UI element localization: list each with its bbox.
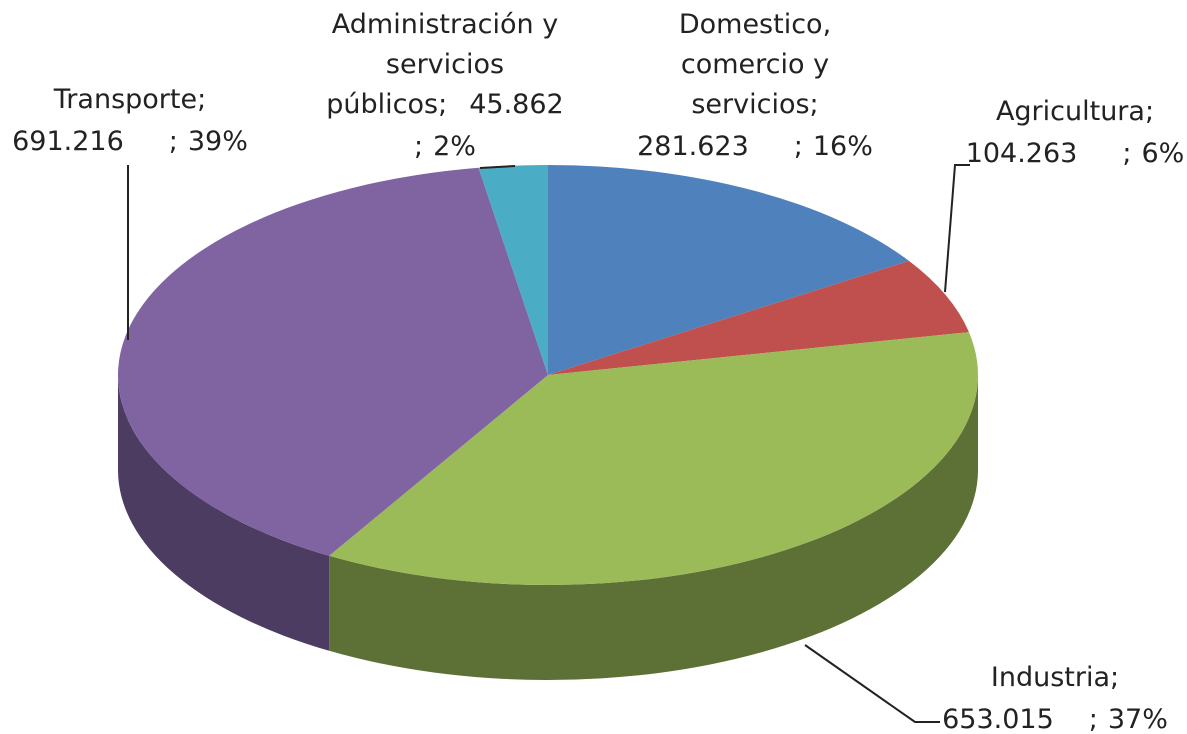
label-line: servicios bbox=[386, 49, 504, 80]
slice bbox=[548, 260, 969, 375]
percent-label: 6% bbox=[1141, 138, 1184, 169]
label-line: públicos bbox=[326, 89, 438, 120]
leader-line bbox=[944, 164, 970, 293]
label-line: Administración y bbox=[332, 9, 558, 40]
separator: ; bbox=[197, 84, 206, 115]
slice bbox=[548, 165, 909, 375]
separator: ; bbox=[810, 89, 819, 120]
category-label: Domestico, comercio y servicios bbox=[679, 9, 831, 120]
pie-tops bbox=[117, 165, 979, 586]
separator: ; bbox=[1110, 662, 1119, 693]
category-label: Agricultura bbox=[996, 96, 1145, 127]
value-label: 104.263 bbox=[966, 138, 1078, 169]
value-label: 45.862 bbox=[469, 89, 563, 120]
percent-label: 16% bbox=[813, 131, 873, 162]
separator: ; bbox=[1145, 96, 1154, 127]
separator: ; bbox=[438, 89, 447, 120]
label-line: Agricultura bbox=[996, 96, 1145, 127]
label-line: comercio y bbox=[681, 49, 829, 80]
value-label: 653.015 bbox=[942, 704, 1054, 734]
separator: ; bbox=[414, 131, 423, 162]
category-label: Transporte bbox=[53, 84, 197, 115]
label-line: Transporte bbox=[53, 84, 197, 115]
slice bbox=[117, 167, 548, 556]
separator: ; bbox=[169, 126, 178, 157]
separator: ; bbox=[1089, 704, 1098, 734]
slice bbox=[329, 332, 979, 586]
data-label: Agricultura; 104.263; 6% bbox=[966, 96, 1185, 169]
separator: ; bbox=[1122, 138, 1131, 169]
label-line: Domestico, bbox=[679, 9, 831, 40]
label-line: servicios bbox=[691, 89, 809, 120]
value-label: 691.216 bbox=[12, 126, 124, 157]
data-label: Industria; 653.015; 37% bbox=[942, 662, 1168, 734]
value-label: 281.623 bbox=[637, 131, 749, 162]
percent-label: 39% bbox=[188, 126, 248, 157]
percent-label: 2% bbox=[433, 131, 476, 162]
data-label: Transporte; 691.216; 39% bbox=[12, 84, 248, 157]
leader-line bbox=[479, 165, 516, 169]
pie-sides bbox=[118, 375, 979, 681]
slice-side bbox=[329, 375, 979, 681]
percent-label: 37% bbox=[1108, 704, 1168, 734]
data-label: Administración y servicios públicos; 45.862… bbox=[326, 9, 563, 162]
separator: ; bbox=[794, 131, 803, 162]
slice bbox=[478, 165, 548, 375]
data-label: Domestico, comercio y servicios; 281.623; 16… bbox=[637, 9, 873, 162]
label-line: Industria bbox=[991, 662, 1110, 693]
leader-line bbox=[804, 644, 940, 723]
data-labels: Domestico, comercio y servicios; 281.623; 16… bbox=[12, 9, 1184, 734]
category-label: Industria bbox=[991, 662, 1110, 693]
category-label: Administración y servicios públicos bbox=[326, 9, 558, 120]
slice-side bbox=[118, 375, 330, 651]
